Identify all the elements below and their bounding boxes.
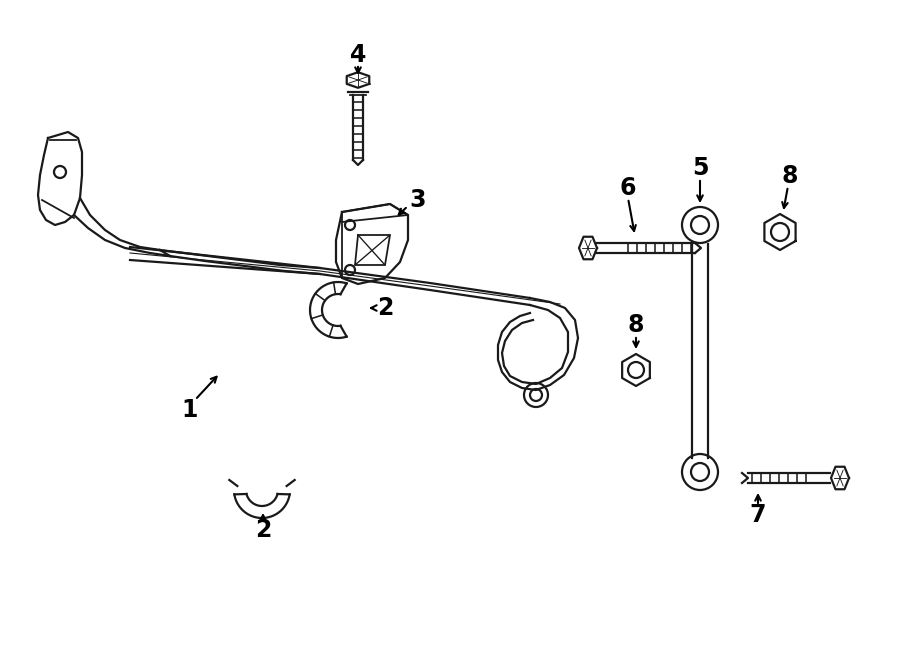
Text: 7: 7 <box>750 503 766 527</box>
Text: 4: 4 <box>350 43 366 67</box>
Text: 2: 2 <box>255 518 271 542</box>
Text: 5: 5 <box>692 156 708 180</box>
Text: 3: 3 <box>410 188 427 212</box>
Text: 8: 8 <box>628 313 644 337</box>
Text: 2: 2 <box>377 296 393 320</box>
Text: 1: 1 <box>182 398 198 422</box>
Text: 6: 6 <box>620 176 636 200</box>
Text: 8: 8 <box>782 164 798 188</box>
